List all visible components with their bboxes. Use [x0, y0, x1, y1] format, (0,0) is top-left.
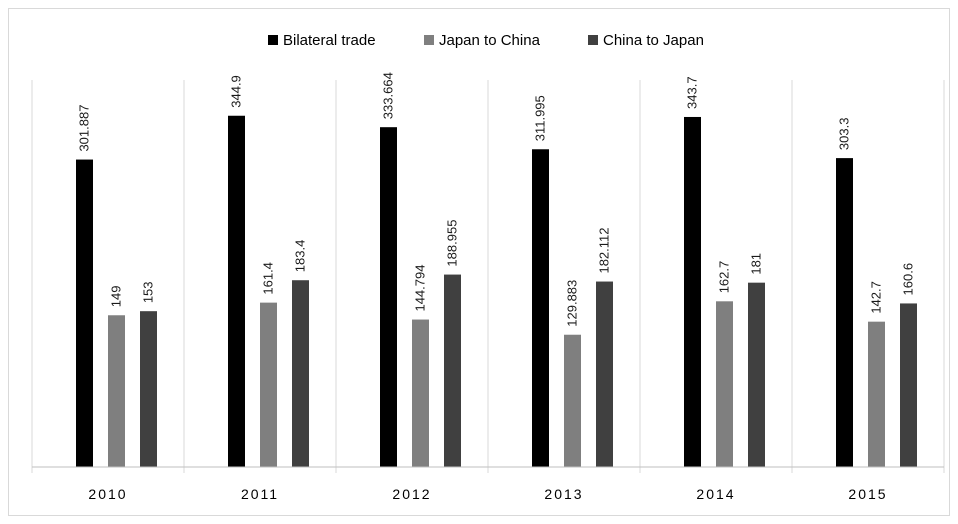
legend-swatch [424, 35, 434, 45]
x-tick-label: 2015 [848, 486, 887, 502]
data-label: 160.6 [901, 263, 916, 296]
bar-japan-to-china-2010 [108, 315, 125, 467]
bar-japan-to-china-2012 [412, 319, 429, 467]
data-label: 162.7 [717, 261, 732, 294]
data-label: 303.3 [837, 118, 852, 151]
bar-bilateral-trade-2010 [76, 159, 93, 467]
x-tick-label: 2013 [544, 486, 583, 502]
legend: Bilateral trade Japan to China China to Ja… [268, 32, 704, 49]
legend-label: Bilateral trade [283, 32, 376, 49]
data-label: 142.7 [869, 281, 884, 314]
bars [76, 115, 917, 467]
data-label: 161.4 [261, 262, 276, 295]
category-separators [31, 80, 945, 473]
data-label: 153 [141, 281, 156, 303]
legend-label: Japan to China [439, 32, 541, 49]
chart-frame [8, 8, 950, 516]
data-label: 182.112 [597, 228, 612, 274]
bar-bilateral-trade-2013 [532, 149, 549, 467]
data-label: 343.7 [685, 76, 700, 109]
x-tick-labels: 2010 2011 2012 2013 2014 2015 [88, 486, 887, 502]
data-label: 129.883 [565, 280, 580, 327]
bar-china-to-japan-2014 [748, 282, 765, 467]
data-label: 183.4 [293, 240, 308, 273]
legend-swatch [268, 35, 278, 45]
data-label: 188.955 [445, 220, 460, 267]
data-label: 144.794 [413, 265, 428, 312]
bar-china-to-japan-2012 [444, 274, 461, 467]
data-label: 344.9 [229, 75, 244, 108]
bar-japan-to-china-2014 [716, 301, 733, 467]
bar-bilateral-trade-2015 [836, 158, 853, 467]
bar-bilateral-trade-2014 [684, 116, 701, 467]
x-tick-label: 2011 [241, 486, 279, 502]
data-label: 311.995 [533, 95, 548, 141]
bar-china-to-japan-2010 [140, 311, 157, 467]
x-tick-label: 2014 [696, 486, 735, 502]
x-tick-label: 2010 [88, 486, 127, 502]
x-tick-label: 2012 [392, 486, 431, 502]
bar-japan-to-china-2013 [564, 334, 581, 467]
data-labels: 301.887 149 153 344.9 161.4 183.4 333.664 144.7… [77, 72, 916, 327]
data-label: 181 [749, 253, 764, 275]
data-label: 301.887 [77, 105, 92, 152]
legend-label: China to Japan [603, 32, 704, 49]
data-label: 149 [109, 286, 124, 308]
legend-swatch [588, 35, 598, 45]
data-label: 333.664 [381, 72, 396, 119]
bar-china-to-japan-2015 [900, 303, 917, 467]
bar-japan-to-china-2011 [260, 302, 277, 467]
bar-china-to-japan-2013 [596, 281, 613, 467]
bar-japan-to-china-2015 [868, 321, 885, 467]
bar-china-to-japan-2011 [292, 280, 309, 467]
bar-bilateral-trade-2011 [228, 115, 245, 467]
bar-bilateral-trade-2012 [380, 127, 397, 467]
